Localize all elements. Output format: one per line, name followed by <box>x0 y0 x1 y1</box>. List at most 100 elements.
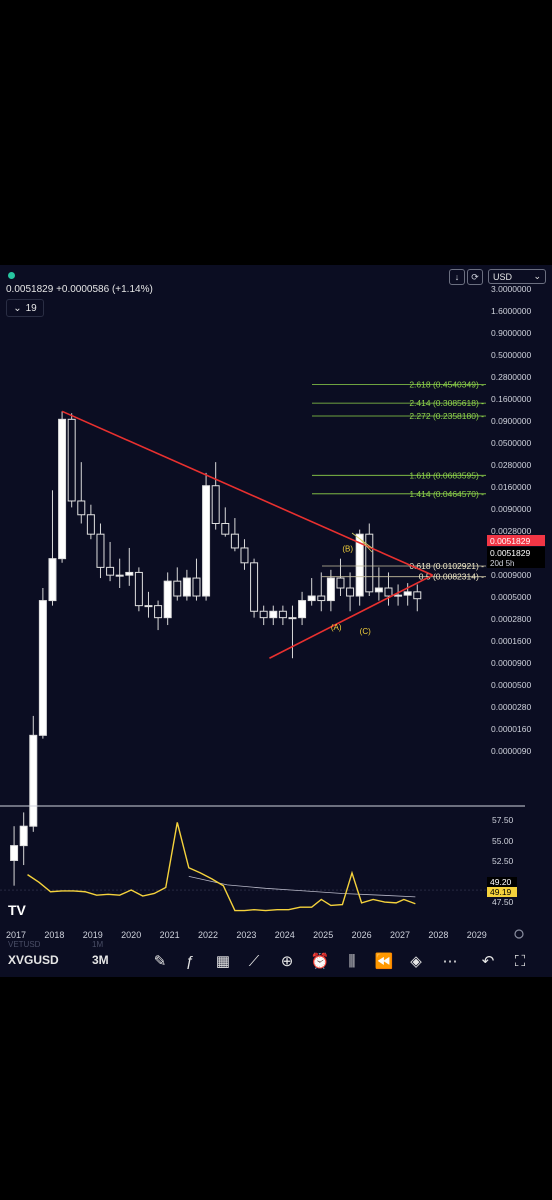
candle-body <box>86 514 95 535</box>
candle <box>115 558 124 589</box>
y-axis-label: 0.0002800 <box>491 614 531 624</box>
x-axis-label: 2027 <box>390 930 410 940</box>
candle <box>374 567 383 601</box>
candle-body <box>211 485 220 524</box>
y-axis-label: 0.5000000 <box>491 350 531 360</box>
price-tag-red-text: 0.0051829 <box>490 536 530 546</box>
candle-body <box>298 600 307 619</box>
timeframe-button[interactable]: 3M <box>92 953 109 967</box>
chevron-down-icon: ⌄ <box>533 271 541 281</box>
candle <box>48 490 57 606</box>
candle <box>58 411 67 563</box>
candle <box>163 572 172 626</box>
candle-body <box>374 587 383 593</box>
live-status-icon <box>8 272 15 279</box>
candle-body <box>288 617 297 620</box>
candle-body <box>38 600 47 736</box>
ghost-timeframe: 1M <box>92 940 104 949</box>
candle-body <box>278 610 287 619</box>
tv-logo-mark: TV <box>8 902 27 918</box>
candle-body <box>106 566 115 576</box>
candle-body <box>115 574 124 577</box>
indicator-icon[interactable]: ƒ <box>185 952 195 970</box>
y-axis-label: 0.0028000 <box>491 526 531 536</box>
candle <box>259 605 268 626</box>
chart-app: 0.0051829 +0.0000586 (+1.14%) ⌄ 19 ↓ ⟳ U… <box>0 265 552 977</box>
y-axis-label: 0.0090000 <box>491 504 531 514</box>
candle-body <box>125 571 134 576</box>
candle-body <box>29 734 38 827</box>
candle-body <box>317 595 326 602</box>
rsi-axis-label: 47.50 <box>492 897 514 907</box>
trend-icon[interactable]: ⟋ <box>248 952 260 970</box>
candle-body <box>394 594 403 597</box>
candle <box>307 578 316 606</box>
download-icon: ↓ <box>454 272 460 282</box>
x-axis-label: 2025 <box>313 930 333 940</box>
last-price: 0.0051829 <box>6 284 54 295</box>
x-axis-label: 2029 <box>467 930 487 940</box>
x-axis-label: 2026 <box>352 930 372 940</box>
y-axis-label: 0.0000160 <box>491 724 531 734</box>
candle <box>202 472 211 601</box>
x-axis-label: 2018 <box>44 930 64 940</box>
projection-arrow <box>359 538 373 553</box>
candle-body <box>346 587 355 597</box>
candle <box>413 584 422 612</box>
y-axis-label: 3.0000000 <box>491 284 531 294</box>
candle-body <box>182 577 191 597</box>
y-axis-label: 0.0000090 <box>491 746 531 756</box>
rewind-icon[interactable]: ⏪ <box>374 953 394 970</box>
candle <box>269 605 278 626</box>
y-axis-label: 0.0005000 <box>491 592 531 602</box>
candle-body <box>19 825 28 847</box>
more-icon[interactable]: ⋯ <box>442 953 458 970</box>
candle-body <box>307 595 316 602</box>
candle-body <box>336 577 345 589</box>
sync-button[interactable]: ⟳ <box>467 269 483 285</box>
candle <box>288 605 297 659</box>
price-header: 0.0051829 +0.0000586 (+1.14%) <box>6 284 153 295</box>
candle <box>230 518 239 552</box>
candle <box>240 539 249 570</box>
download-button[interactable]: ↓ <box>449 269 465 285</box>
brush-icon[interactable]: ✎ <box>153 953 167 970</box>
triangle-upper-line[interactable] <box>61 410 433 576</box>
rsi-ma-line <box>188 875 416 898</box>
price-tag-red <box>487 535 545 546</box>
y-axis-label: 0.0000280 <box>491 702 531 712</box>
candle-type-icon[interactable]: ⫼ <box>348 952 356 970</box>
candle <box>336 558 345 597</box>
interval-selector[interactable]: ⌄ 19 <box>6 299 44 317</box>
candle-body <box>163 580 172 619</box>
candle-body <box>240 547 249 564</box>
settings-gear-icon[interactable] <box>514 929 524 939</box>
bottom-toolbar: VETUSD 1M XVGUSD 3M ✎ ƒ ▦ ⟋ ⊕ ⏰ ⫼ ⏪ ◈ ⋯ ↶ ⛶ <box>0 940 552 977</box>
candle-body <box>154 605 163 619</box>
candle <box>125 547 134 586</box>
fullscreen-icon[interactable]: ⛶ <box>514 952 526 970</box>
candle-body <box>96 533 105 568</box>
triangle-lower-line[interactable] <box>269 574 434 659</box>
candle-body <box>192 577 201 597</box>
layers-icon[interactable]: ◈ <box>410 953 422 970</box>
alarm-icon[interactable]: ⏰ <box>310 953 330 970</box>
candle-body <box>413 591 422 600</box>
add-icon[interactable]: ⊕ <box>280 953 294 970</box>
undo-icon[interactable]: ↶ <box>481 953 495 970</box>
candle <box>384 572 393 606</box>
grid-icon[interactable]: ▦ <box>215 953 231 970</box>
candle <box>38 588 47 739</box>
price-chart[interactable]: 3.0000000 1.6000000 0.9000000 0.5000000 0.28… <box>0 265 552 947</box>
candle-body <box>48 558 57 602</box>
candle <box>211 462 220 530</box>
rsi-axis-label: 55.00 <box>492 836 514 846</box>
candle <box>298 591 307 626</box>
currency-selector[interactable]: USD ⌄ <box>488 269 546 284</box>
symbol-button[interactable]: XVGUSD <box>8 953 59 967</box>
candle-body <box>134 571 143 607</box>
fib-level-label: 2.272 (0.2358180) - <box>409 411 484 421</box>
rsi-axis-label: 57.50 <box>492 815 514 825</box>
x-axis-label: 2024 <box>275 930 295 940</box>
candle-body <box>221 522 230 535</box>
